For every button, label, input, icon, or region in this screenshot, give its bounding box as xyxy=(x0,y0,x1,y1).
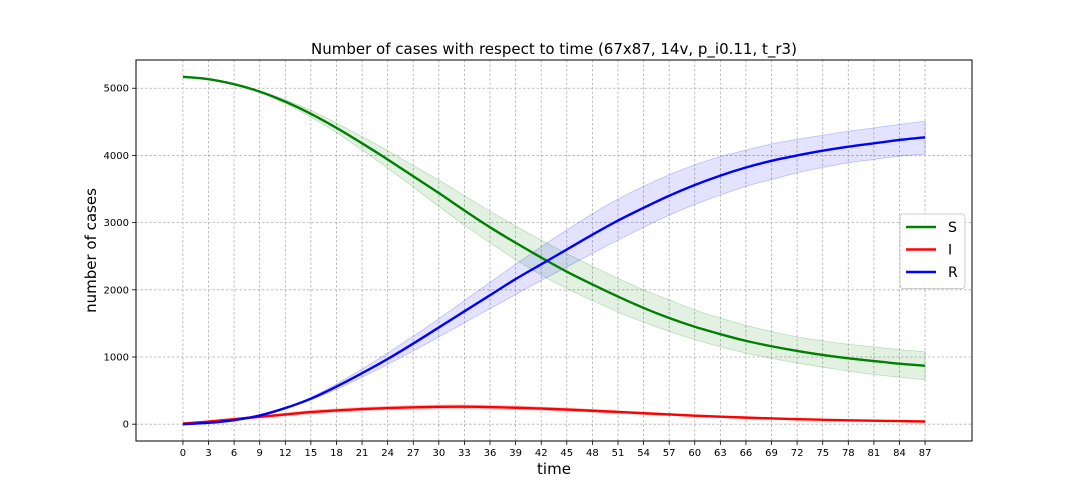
legend-label-I: I xyxy=(948,243,952,259)
y-tick-label: 4000 xyxy=(104,151,129,162)
y-tick-label: 5000 xyxy=(104,84,129,95)
x-tick-label: 9 xyxy=(257,448,263,459)
x-tick-label: 27 xyxy=(407,448,420,459)
x-tick-label: 36 xyxy=(484,448,497,459)
y-tick-label: 0 xyxy=(123,420,129,431)
x-tick-label: 42 xyxy=(535,448,548,459)
x-tick-label: 24 xyxy=(381,448,394,459)
x-tick-label: 54 xyxy=(637,448,650,459)
legend-label-R: R xyxy=(948,265,958,281)
series-line-S xyxy=(182,75,926,367)
x-tick-label: 72 xyxy=(791,448,804,459)
x-tick-label: 30 xyxy=(432,448,445,459)
legend-label-S: S xyxy=(948,220,957,236)
x-axis-ticks: 0 3 6 9 12 15 18 21 24 27 30 33 36 39 42 45 48 51 54 57 60 63… xyxy=(180,441,932,459)
chart-title: Number of cases with respect to time (67… xyxy=(311,40,797,59)
x-tick-label: 81 xyxy=(868,448,881,459)
x-tick-label: 6 xyxy=(231,448,237,459)
x-tick-label: 69 xyxy=(765,448,778,459)
y-axis-ticks: 0 1000 2000 3000 4000 5000 xyxy=(104,84,136,431)
x-tick-label: 0 xyxy=(180,448,186,459)
legend: SIR xyxy=(899,213,966,289)
x-tick-label: 48 xyxy=(586,448,599,459)
x-tick-label: 51 xyxy=(612,448,625,459)
y-tick-label: 2000 xyxy=(104,285,129,296)
x-tick-label: 75 xyxy=(816,448,829,459)
x-tick-label: 63 xyxy=(714,448,727,459)
x-tick-label: 78 xyxy=(842,448,855,459)
x-tick-label: 60 xyxy=(688,448,701,459)
series-lines xyxy=(182,75,926,426)
x-axis-label: time xyxy=(537,460,571,478)
x-tick-label: 45 xyxy=(560,448,573,459)
x-tick-label: 12 xyxy=(279,448,292,459)
x-tick-label: 21 xyxy=(356,448,369,459)
x-tick-label: 39 xyxy=(509,448,522,459)
x-tick-label: 18 xyxy=(330,448,343,459)
x-tick-label: 66 xyxy=(740,448,753,459)
y-axis-label: number of cases xyxy=(82,188,100,313)
legend-box xyxy=(899,213,966,289)
x-tick-label: 33 xyxy=(458,448,471,459)
series-line-R xyxy=(182,136,926,426)
x-tick-label: 87 xyxy=(919,448,932,459)
y-tick-label: 3000 xyxy=(104,218,129,229)
x-tick-label: 57 xyxy=(663,448,676,459)
plot-frame xyxy=(135,59,973,442)
y-tick-label: 1000 xyxy=(104,353,129,364)
x-tick-label: 15 xyxy=(305,448,318,459)
x-tick-label: 3 xyxy=(205,448,211,459)
x-tick-label: 84 xyxy=(893,448,906,459)
series-line-I xyxy=(182,405,926,425)
grid xyxy=(136,60,972,441)
